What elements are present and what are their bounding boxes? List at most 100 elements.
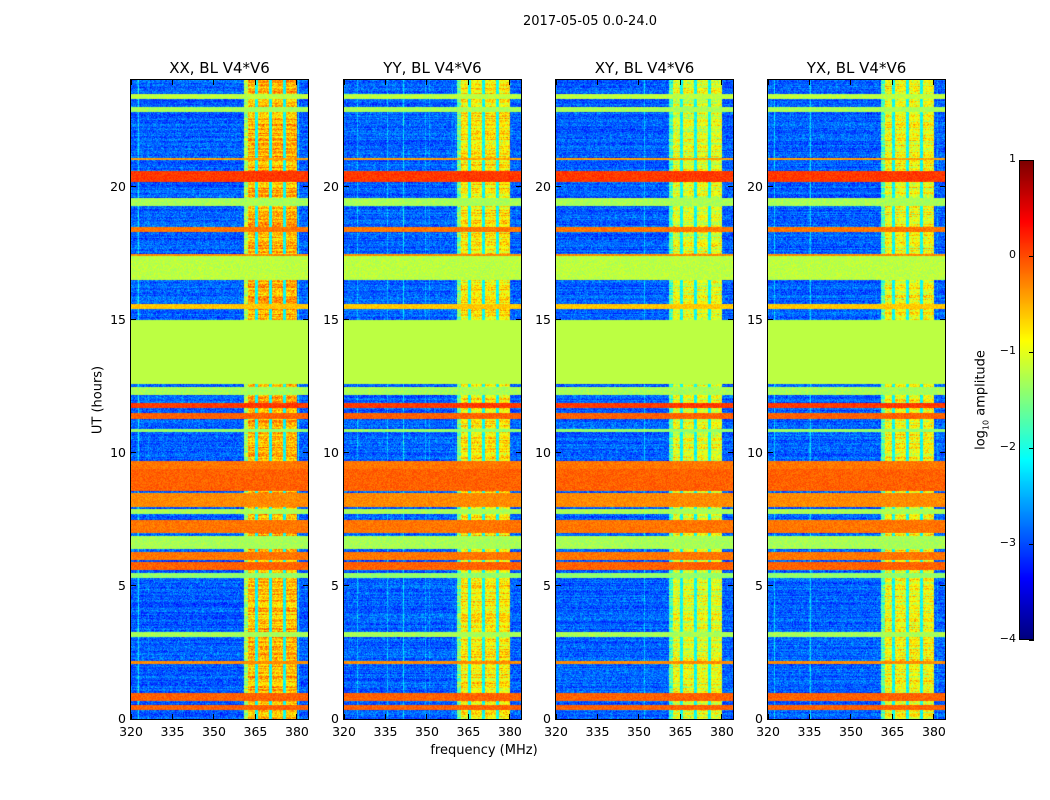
y-tick-label: 5 [118,577,126,593]
colorbar-label-base: log [973,430,989,450]
colorbar-tick-label: −3 [999,536,1016,549]
x-tick-mark [808,80,810,85]
y-tick-mark [131,718,136,720]
x-tick-mark [171,714,173,719]
colorbar-tick-mark [1029,448,1034,449]
colorbar-tick-mark [1029,544,1034,545]
y-tick-mark [556,319,561,321]
spectrogram-image [768,80,945,719]
y-tick-label: 15 [535,311,551,327]
spectrogram-panel [767,79,946,720]
colorbar-tick-label: −1 [999,344,1016,357]
x-tick-label: 320 [119,724,143,739]
y-tick-mark [131,319,136,321]
y-tick-mark [768,319,773,321]
y-tick-mark [728,186,733,187]
y-tick-mark [556,452,561,454]
spectrogram-image [131,80,308,719]
y-tick-mark [940,186,945,187]
x-tick-label: 365 [243,724,268,739]
y-tick-mark [556,186,561,187]
colorbar-tick-mark [1029,160,1034,161]
axes-frame [130,79,309,720]
y-tick-label: 0 [755,711,763,726]
x-tick-mark [891,714,893,719]
colorbar-tick-label: 1 [1009,152,1016,165]
x-tick-mark [509,714,511,719]
colorbar-tick-label: 0 [1009,248,1016,261]
spectrogram-panel [130,79,309,720]
figure-title: 2017-05-05 0.0-24.0 [523,14,657,29]
axes-frame [555,79,734,720]
x-tick-label: 335 [797,724,822,739]
y-tick-mark [940,718,945,720]
y-tick-mark [516,319,521,321]
y-tick-mark [768,186,773,187]
y-tick-mark [728,718,733,720]
y-tick-mark [131,186,136,187]
x-tick-mark [426,80,428,85]
x-tick-label: 320 [756,724,780,739]
x-tick-mark [384,80,386,85]
y-tick-mark [768,718,773,720]
x-tick-label: 335 [585,724,610,739]
y-tick-mark [768,452,773,454]
y-tick-mark [303,319,308,321]
x-tick-mark [933,80,935,85]
y-tick-mark [516,585,521,587]
panel-title: XY, BL V4*V6 [594,59,695,77]
y-tick-mark [303,186,308,187]
panel-title: YX, BL V4*V6 [806,59,907,77]
y-tick-mark [344,186,349,187]
y-tick-label: 5 [755,577,763,593]
x-tick-mark [384,714,386,719]
colorbar-label: log10 amplitude [974,350,991,450]
y-tick-mark [940,319,945,321]
colorbar-tick-mark [1029,640,1034,641]
x-tick-mark [130,80,132,85]
x-tick-mark [850,714,852,719]
x-tick-mark [343,714,345,719]
y-tick-mark [516,186,521,187]
x-tick-mark [467,80,469,85]
x-tick-mark [296,714,298,719]
y-tick-mark [516,718,521,720]
x-tick-mark [509,80,511,85]
x-tick-mark [213,714,215,719]
y-tick-label: 20 [110,178,126,194]
x-tick-label: 380 [710,724,734,739]
x-tick-mark [254,80,256,85]
spectrogram-panel [343,79,522,720]
y-tick-label: 5 [543,577,551,593]
y-tick-mark [516,452,521,454]
x-tick-mark [767,80,769,85]
y-tick-label: 5 [331,577,339,593]
x-tick-mark [254,714,256,719]
y-tick-label: 15 [323,311,339,327]
y-tick-label: 0 [543,711,551,726]
x-tick-mark [721,714,723,719]
colorbar-tick-label: −4 [999,632,1016,645]
axes-frame [767,79,946,720]
y-axis-label: UT (hours) [90,365,106,435]
y-tick-mark [556,585,561,587]
spectrogram-image [556,80,733,719]
y-tick-label: 15 [747,311,763,327]
x-tick-mark [555,80,557,85]
x-tick-label: 365 [880,724,905,739]
x-tick-mark [721,80,723,85]
colorbar-tick-mark [1029,352,1034,353]
x-tick-label: 350 [627,724,651,739]
y-tick-mark [303,585,308,587]
x-tick-mark [638,80,640,85]
x-tick-mark [426,714,428,719]
colorbar-tick-mark [1029,256,1034,257]
x-tick-mark [850,80,852,85]
colorbar [1019,160,1034,640]
y-tick-mark [303,452,308,454]
y-tick-mark [131,585,136,587]
x-tick-label: 380 [285,724,309,739]
y-tick-label: 20 [323,178,339,194]
panel-title: XX, BL V4*V6 [169,59,270,77]
y-tick-mark [344,585,349,587]
